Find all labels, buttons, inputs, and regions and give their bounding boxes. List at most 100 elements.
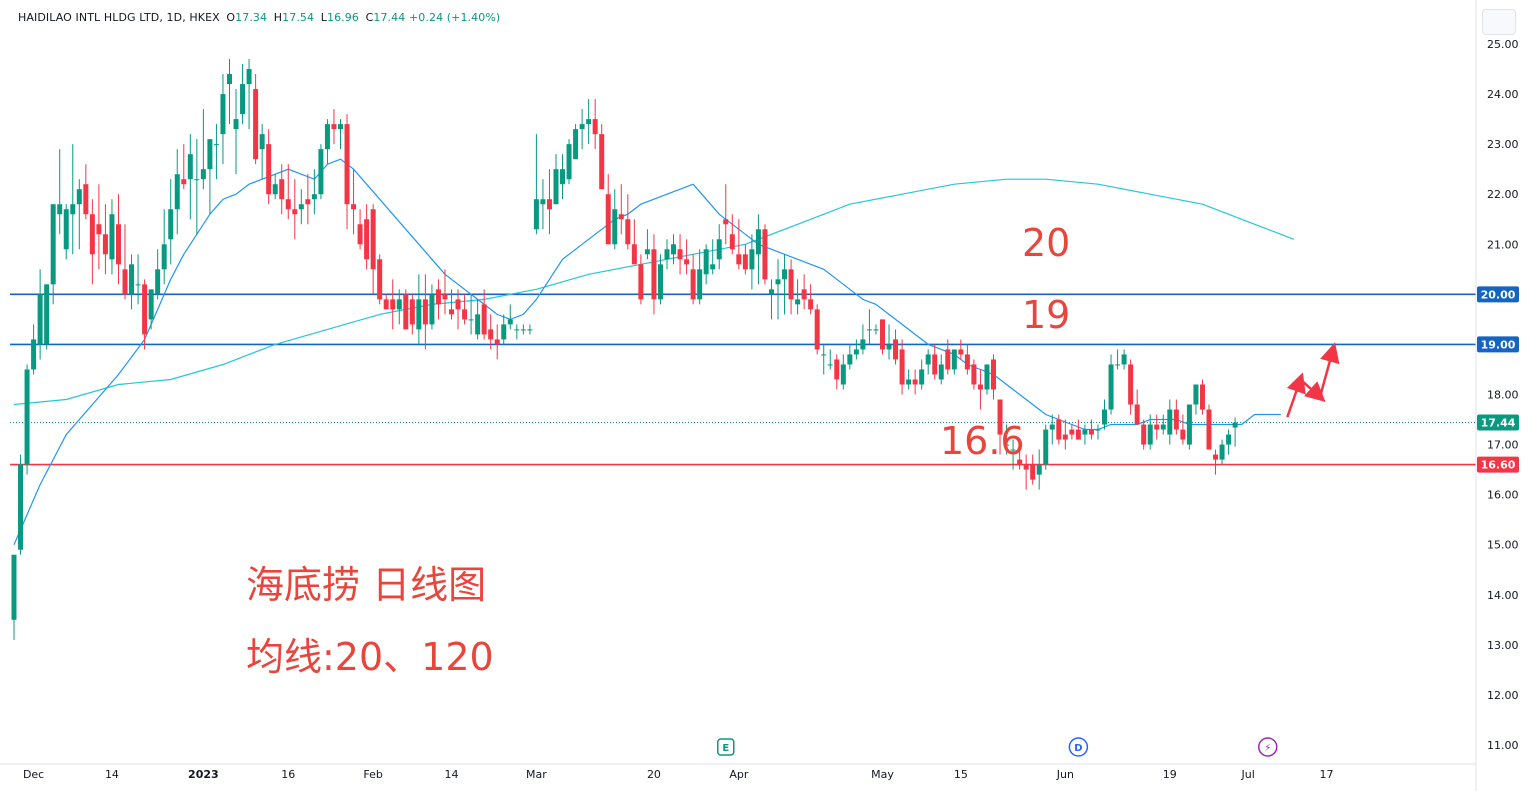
candle-down[interactable] [964,344,970,375]
candle-up[interactable] [207,139,213,215]
candle-up[interactable] [311,169,317,215]
candle-up[interactable] [1004,424,1010,455]
candle-up[interactable] [749,234,755,290]
candle-up[interactable] [240,64,246,125]
candle-down[interactable] [651,234,657,315]
candle-down[interactable] [1141,419,1147,450]
candle-down[interactable] [1199,379,1205,415]
candle-up[interactable] [644,229,650,260]
candle-up[interactable] [168,179,174,265]
candle-down[interactable] [736,219,742,270]
candle-up[interactable] [925,349,931,375]
candle-down[interactable] [1069,424,1075,440]
candle-down[interactable] [958,339,964,360]
candle-up[interactable] [24,364,30,475]
candle-up[interactable] [710,239,716,275]
candle-down[interactable] [1017,444,1023,470]
candle-down[interactable] [89,199,95,285]
candle-down[interactable] [383,294,389,310]
candle-up[interactable] [18,454,24,555]
candle-up[interactable] [468,294,474,335]
candle-down[interactable] [1173,399,1179,435]
candle-up[interactable] [135,254,141,305]
candle-up[interactable] [475,299,481,340]
candle-up[interactable] [533,134,539,235]
candle-down[interactable] [729,214,735,255]
candle-up[interactable] [703,244,709,285]
trend-arrow[interactable] [1318,342,1340,398]
trend-arrow[interactable] [1286,372,1306,418]
candle-down[interactable] [292,179,298,240]
candle-up[interactable] [520,324,526,335]
candle-up[interactable] [938,354,944,385]
candle-down[interactable] [1030,454,1036,485]
candle-down[interactable] [592,99,598,150]
candle-up[interactable] [906,369,912,390]
candle-up[interactable] [657,254,663,305]
candle-up[interactable] [984,364,990,395]
candle-down[interactable] [801,274,807,310]
candle-down[interactable] [442,269,448,315]
candle-up[interactable] [324,119,330,165]
candle-down[interactable] [370,204,376,295]
candle-up[interactable] [1115,349,1121,370]
candle-up[interactable] [233,89,239,175]
chart-settings-button[interactable] [1482,9,1516,35]
candle-down[interactable] [390,279,396,330]
candle-up[interactable] [76,179,82,250]
candle-up[interactable] [1049,414,1055,445]
candle-up[interactable] [1232,417,1238,447]
candle-down[interactable] [1088,419,1094,440]
candle-up[interactable] [161,209,167,285]
candle-down[interactable] [305,174,311,225]
candle-down[interactable] [1056,414,1062,445]
candle-up[interactable] [1121,349,1127,370]
candle-down[interactable] [605,174,611,245]
candle-up[interactable] [57,149,63,235]
candle-up[interactable] [63,204,69,260]
candle-down[interactable] [723,184,729,245]
candle-up[interactable] [919,359,925,390]
candle-up[interactable] [174,149,180,235]
candle-down[interactable] [377,254,383,305]
candle-up[interactable] [11,554,17,640]
candle-down[interactable] [1180,414,1186,445]
candle-down[interactable] [1134,389,1140,425]
candle-down[interactable] [1075,419,1081,440]
candle-up[interactable] [827,349,833,370]
candle-up[interactable] [1219,439,1225,465]
candle-down[interactable] [625,194,631,250]
candle-up[interactable] [1226,429,1232,455]
candle-down[interactable] [1213,449,1219,475]
candle-down[interactable] [351,169,357,235]
candle-up[interactable] [775,259,781,320]
candle-up[interactable] [697,249,703,305]
candle-up[interactable] [129,254,135,310]
candle-down[interactable] [488,314,494,350]
candle-up[interactable] [1186,404,1192,450]
candle-up[interactable] [821,344,827,375]
candle-up[interactable] [873,324,879,335]
candle-down[interactable] [631,219,637,265]
candle-up[interactable] [70,144,76,255]
candle-down[interactable] [122,224,128,300]
candle-down[interactable] [481,289,487,340]
candle-up[interactable] [272,174,278,200]
candle-up[interactable] [514,324,520,340]
candle-down[interactable] [115,194,121,285]
candle-up[interactable] [840,354,846,390]
candle-down[interactable] [762,224,768,285]
candle-down[interactable] [181,144,187,190]
candle-down[interactable] [403,289,409,330]
candle-up[interactable] [429,284,435,330]
candle-up[interactable] [1010,439,1016,470]
candle-down[interactable] [344,114,350,230]
candle-down[interactable] [945,339,951,375]
candle-down[interactable] [435,279,441,320]
candle-down[interactable] [834,354,840,390]
candle-up[interactable] [560,154,566,200]
candle-up[interactable] [1167,399,1173,445]
candle-up[interactable] [612,189,618,250]
candle-down[interactable] [253,74,259,165]
candle-up[interactable] [318,144,324,200]
